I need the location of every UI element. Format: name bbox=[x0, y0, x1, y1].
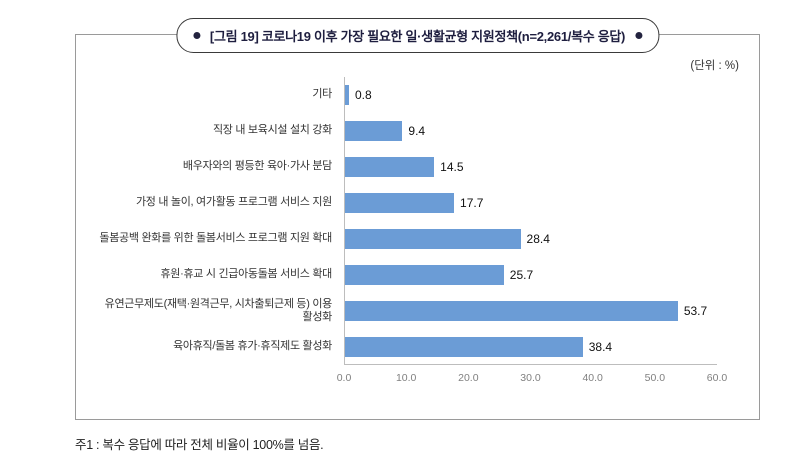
bar bbox=[344, 265, 504, 285]
bar-track: 38.4 bbox=[344, 337, 717, 357]
bar-value-label: 14.5 bbox=[440, 160, 464, 174]
x-tick-label: 30.0 bbox=[520, 372, 541, 384]
bar bbox=[344, 85, 349, 105]
bar bbox=[344, 229, 521, 249]
chart-title: [그림 19] 코로나19 이후 가장 필요한 일·생활균형 지원정책(n=2,… bbox=[209, 29, 626, 44]
bar-row: 육아휴직/돌봄 휴가·휴직제도 활성화 38.4 bbox=[94, 329, 717, 365]
bar-track: 14.5 bbox=[344, 157, 717, 177]
bar-row: 배우자와의 평등한 육아·가사 분담 14.5 bbox=[94, 149, 717, 185]
bar-value-label: 0.8 bbox=[354, 88, 372, 102]
bar-category-label: 육아휴직/돌봄 휴가·휴직제도 활성화 bbox=[173, 340, 332, 353]
x-axis-line bbox=[344, 364, 717, 365]
bar bbox=[344, 301, 678, 321]
bar bbox=[344, 121, 403, 141]
x-tick-label: 60.0 bbox=[706, 372, 728, 384]
bar-rows: 기타 0.8 직장 내 보육시설 설치 강화 9.4 배우자와의 평등한 육아·가사 분… bbox=[94, 77, 717, 365]
bar-row: 가정 내 놀이, 여가활동 프로그램 서비스 지원 17.7 bbox=[94, 185, 717, 221]
bar-category-label: 돌봄공백 완화를 위한 돌봄서비스 프로그램 지원 확대 bbox=[99, 232, 332, 245]
bar-category-label: 직장 내 보육시설 설치 강화 bbox=[212, 124, 332, 137]
x-tick-label: 50.0 bbox=[644, 372, 666, 384]
bar-value-label: 28.4 bbox=[526, 232, 550, 246]
bar-category-label: 배우자와의 평등한 육아·가사 분담 bbox=[182, 160, 332, 173]
chart-container: [그림 19] 코로나19 이후 가장 필요한 일·생활균형 지원정책(n=2,… bbox=[75, 18, 760, 420]
bar-row: 휴원·휴교 시 긴급아동돌봄 서비스 확대 25.7 bbox=[94, 257, 717, 293]
bullet-right-icon bbox=[635, 32, 643, 39]
bar-row: 직장 내 보육시설 설치 강화 9.4 bbox=[94, 113, 717, 149]
plot-area: 기타 0.8 직장 내 보육시설 설치 강화 9.4 배우자와의 평등한 육아·가사 분… bbox=[94, 77, 759, 387]
bar-value-label: 25.7 bbox=[509, 268, 534, 282]
bar-category-label: 휴원·휴교 시 긴급아동돌봄 서비스 확대 bbox=[160, 268, 332, 281]
unit-label: (단위 : %) bbox=[690, 60, 739, 72]
bar bbox=[344, 193, 455, 213]
bar bbox=[344, 337, 583, 357]
x-axis: 0.0 10.0 20.0 30.0 40.0 50.0 60.0 bbox=[337, 365, 728, 387]
bar-track: 53.7 bbox=[344, 301, 717, 321]
bar-track: 9.4 bbox=[344, 121, 717, 141]
bar bbox=[344, 157, 435, 177]
bar-track: 0.8 bbox=[344, 85, 717, 105]
bar-row: 기타 0.8 bbox=[94, 77, 717, 113]
bar-value-label: 38.4 bbox=[588, 340, 613, 354]
x-tick-label: 20.0 bbox=[458, 372, 479, 384]
bar-category-label: 기타 bbox=[312, 88, 332, 101]
bullet-left-icon bbox=[192, 32, 200, 39]
chart-title-box: [그림 19] 코로나19 이후 가장 필요한 일·생활균형 지원정책(n=2,… bbox=[175, 18, 660, 53]
x-tick-label: 40.0 bbox=[582, 372, 603, 384]
bar-value-label: 9.4 bbox=[408, 124, 426, 138]
y-axis-line bbox=[344, 77, 345, 365]
bar-track: 28.4 bbox=[344, 229, 717, 249]
x-tick-label: 10.0 bbox=[395, 372, 417, 384]
bar-track: 17.7 bbox=[344, 193, 717, 213]
bar-value-label: 17.7 bbox=[460, 196, 484, 210]
footnote: 주1 : 복수 응답에 따라 전체 비율이 100%를 넘음. bbox=[75, 438, 324, 452]
bar-value-label: 53.7 bbox=[683, 304, 708, 318]
bar-track: 25.7 bbox=[344, 265, 717, 285]
bar-category-label: 유연근무제도(재택·원격근무, 시차출퇴근제 등) 이용 활성화 bbox=[104, 297, 333, 323]
x-tick-label: 0.0 bbox=[336, 372, 352, 384]
bar-row: 유연근무제도(재택·원격근무, 시차출퇴근제 등) 이용 활성화 53.7 bbox=[94, 293, 717, 329]
bar-row: 돌봄공백 완화를 위한 돌봄서비스 프로그램 지원 확대 28.4 bbox=[94, 221, 717, 257]
bar-category-label: 가정 내 놀이, 여가활동 프로그램 서비스 지원 bbox=[135, 196, 332, 209]
